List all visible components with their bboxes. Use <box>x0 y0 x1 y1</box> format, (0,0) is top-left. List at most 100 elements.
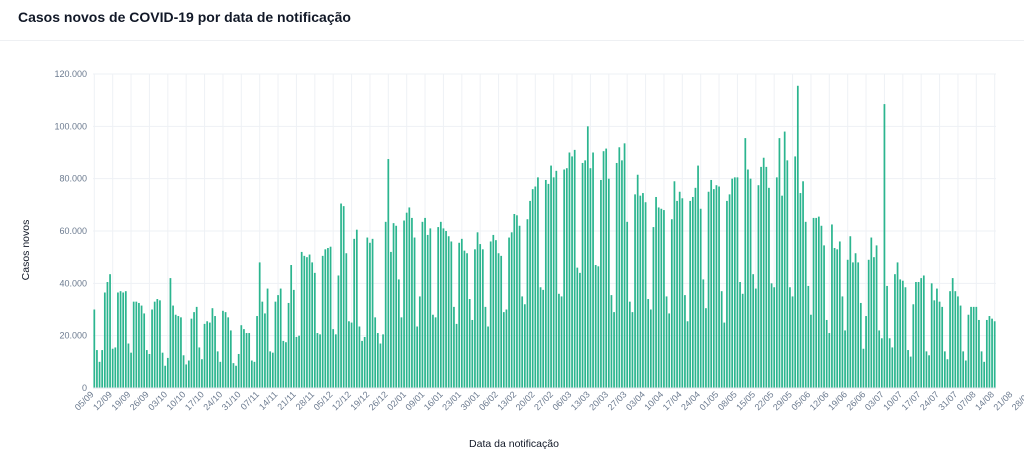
bar[interactable] <box>670 219 673 388</box>
bar[interactable] <box>122 292 125 388</box>
bar[interactable] <box>390 251 392 388</box>
bar[interactable] <box>941 306 944 388</box>
bar[interactable] <box>198 347 201 388</box>
bar[interactable] <box>219 361 222 388</box>
bar[interactable] <box>844 330 846 388</box>
bar[interactable] <box>117 292 119 388</box>
bar[interactable] <box>781 195 783 388</box>
bar[interactable] <box>715 185 718 388</box>
bar[interactable] <box>240 325 243 388</box>
bar[interactable] <box>576 267 579 388</box>
bar[interactable] <box>749 178 752 388</box>
bar[interactable] <box>849 236 852 388</box>
bar[interactable] <box>182 355 185 388</box>
bar[interactable] <box>138 302 140 388</box>
bar[interactable] <box>702 279 705 388</box>
bar[interactable] <box>957 296 959 388</box>
bar[interactable] <box>623 143 626 388</box>
bar[interactable] <box>815 217 818 388</box>
bar[interactable] <box>495 240 497 388</box>
bar[interactable] <box>208 322 211 388</box>
bar[interactable] <box>232 363 235 388</box>
bar[interactable] <box>915 282 917 388</box>
bar[interactable] <box>951 278 954 388</box>
bar[interactable] <box>190 318 193 388</box>
bar[interactable] <box>760 166 762 388</box>
bar[interactable] <box>542 289 545 389</box>
bar[interactable] <box>747 169 749 388</box>
bar[interactable] <box>243 329 245 389</box>
bar[interactable] <box>127 343 130 388</box>
bar[interactable] <box>938 301 941 388</box>
bar[interactable] <box>928 355 930 388</box>
bar[interactable] <box>886 285 888 388</box>
bar[interactable] <box>408 207 411 388</box>
bar[interactable] <box>657 207 660 388</box>
bar[interactable] <box>810 314 812 388</box>
bar[interactable] <box>492 234 495 388</box>
bar[interactable] <box>812 217 815 388</box>
bar[interactable] <box>922 275 925 388</box>
bar[interactable] <box>374 317 377 388</box>
bar[interactable] <box>775 177 778 388</box>
bar[interactable] <box>613 312 615 388</box>
bar[interactable] <box>447 236 450 388</box>
bar[interactable] <box>460 238 463 388</box>
bar[interactable] <box>770 283 773 388</box>
bar[interactable] <box>479 244 482 388</box>
bar[interactable] <box>660 208 663 388</box>
bar[interactable] <box>634 194 636 388</box>
bar[interactable] <box>227 317 230 388</box>
bar[interactable] <box>943 351 946 388</box>
bar[interactable] <box>718 186 720 388</box>
bar[interactable] <box>442 228 445 388</box>
bar[interactable] <box>166 357 169 388</box>
bar[interactable] <box>187 360 190 388</box>
bar[interactable] <box>261 301 264 388</box>
bar[interactable] <box>972 306 975 388</box>
bar[interactable] <box>655 196 657 388</box>
bar[interactable] <box>831 224 833 388</box>
bar[interactable] <box>652 227 655 388</box>
bar[interactable] <box>180 317 182 388</box>
bar[interactable] <box>663 210 665 388</box>
bar[interactable] <box>224 312 227 388</box>
bar[interactable] <box>119 291 122 388</box>
bar[interactable] <box>193 312 195 388</box>
bar[interactable] <box>678 191 681 388</box>
bar[interactable] <box>838 241 841 388</box>
bar[interactable] <box>592 152 594 389</box>
bar[interactable] <box>229 330 232 388</box>
bar[interactable] <box>159 300 161 388</box>
bar[interactable] <box>172 305 174 388</box>
bar[interactable] <box>319 334 321 388</box>
bar[interactable] <box>324 249 327 388</box>
bar[interactable] <box>463 250 466 389</box>
bar[interactable] <box>962 351 965 388</box>
bar[interactable] <box>907 350 909 388</box>
bar[interactable] <box>736 177 739 388</box>
bar[interactable] <box>256 316 258 388</box>
bar[interactable] <box>933 300 936 388</box>
bar[interactable] <box>778 138 781 388</box>
bar[interactable] <box>597 266 600 388</box>
bar[interactable] <box>111 348 114 388</box>
bar[interactable] <box>334 334 337 388</box>
bar[interactable] <box>768 187 770 388</box>
bar[interactable] <box>794 156 797 388</box>
bar[interactable] <box>98 361 101 388</box>
bar[interactable] <box>988 316 991 388</box>
bar[interactable] <box>555 170 558 388</box>
bar[interactable] <box>571 156 573 388</box>
bar[interactable] <box>124 291 127 388</box>
bar[interactable] <box>823 245 825 388</box>
bar[interactable] <box>148 353 151 388</box>
bar[interactable] <box>783 131 786 388</box>
bar[interactable] <box>537 177 539 388</box>
bar[interactable] <box>316 333 319 388</box>
bar[interactable] <box>647 299 650 388</box>
bar[interactable] <box>266 288 269 388</box>
bar[interactable] <box>361 340 363 388</box>
bar[interactable] <box>626 221 629 388</box>
bar[interactable] <box>348 321 350 388</box>
